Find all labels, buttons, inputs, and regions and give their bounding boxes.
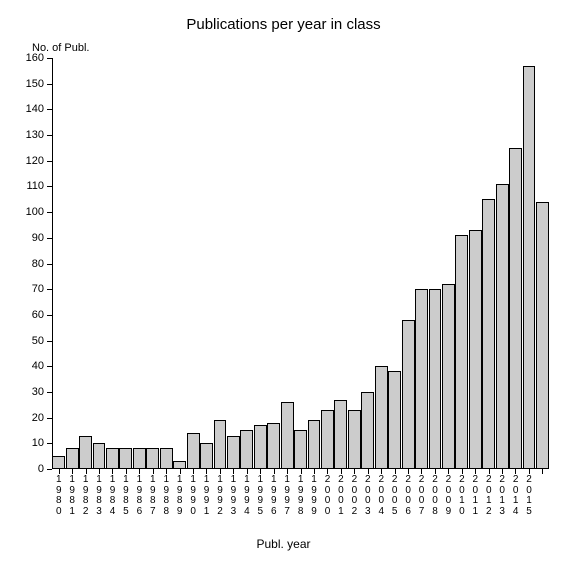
bar [281, 402, 294, 469]
chart-container: Publications per year in class No. of Pu… [0, 0, 567, 567]
bar [173, 461, 186, 469]
x-labels-group: 1980198119821983198419851986198719881989… [52, 475, 549, 519]
x-tick-label: 1988 [160, 475, 173, 519]
y-tick-label: 40 [32, 360, 44, 372]
bar [388, 371, 401, 469]
y-tick-label: 120 [26, 155, 44, 167]
y-tick [47, 469, 52, 470]
x-tick-label: 2014 [509, 475, 522, 519]
x-tick-label: 2012 [482, 475, 495, 519]
x-tick-label: 2015 [522, 475, 535, 519]
x-tick-label: 1993 [227, 475, 240, 519]
x-tick-label: 2004 [375, 475, 388, 519]
bar [509, 148, 522, 469]
bar [294, 430, 307, 469]
x-tick-label: 1999 [307, 475, 320, 519]
bar [106, 448, 119, 469]
bar [348, 410, 361, 469]
bar [187, 433, 200, 469]
bar [267, 423, 280, 469]
x-tick-label: 1989 [173, 475, 186, 519]
bar [442, 284, 455, 469]
x-tick-label: 1990 [186, 475, 199, 519]
x-tick-label: 2013 [495, 475, 508, 519]
bar [214, 420, 227, 469]
bar [469, 230, 482, 469]
bar [455, 235, 468, 469]
y-tick-label: 50 [32, 335, 44, 347]
y-tick-label: 80 [32, 258, 44, 270]
bar [334, 400, 347, 469]
x-tick-label: 1980 [52, 475, 65, 519]
x-tick-label: 1987 [146, 475, 159, 519]
x-tick-label: 2000 [321, 475, 334, 519]
x-tick-label: 1985 [119, 475, 132, 519]
bar [254, 425, 267, 469]
x-tick-label: 1995 [254, 475, 267, 519]
y-tick-label: 90 [32, 232, 44, 244]
x-tick-label: 1982 [79, 475, 92, 519]
y-tick-label: 60 [32, 309, 44, 321]
x-tick-label: 1983 [92, 475, 105, 519]
bar [133, 448, 146, 469]
bar [496, 184, 509, 469]
y-tick-label: 130 [26, 129, 44, 141]
x-axis-label: Publ. year [0, 537, 567, 551]
x-tick-label: 2009 [442, 475, 455, 519]
y-tick-label: 160 [26, 52, 44, 64]
y-tick-label: 30 [32, 386, 44, 398]
x-tick-label: 1986 [133, 475, 146, 519]
x-tick-label: 1984 [106, 475, 119, 519]
bar [93, 443, 106, 469]
bar [361, 392, 374, 469]
bar [160, 448, 173, 469]
x-tick-label: 2006 [401, 475, 414, 519]
bar [415, 289, 428, 469]
x-tick-label: 2008 [428, 475, 441, 519]
bar [375, 366, 388, 469]
x-tick-label: 1996 [267, 475, 280, 519]
x-tick-label: 2011 [469, 475, 482, 519]
x-tick-label [536, 475, 549, 519]
x-tick-label: 2001 [334, 475, 347, 519]
plot-area: 0102030405060708090100110120130140150160 [52, 58, 549, 469]
y-tick-label: 70 [32, 283, 44, 295]
x-tick-label: 2007 [415, 475, 428, 519]
y-tick-label: 110 [26, 180, 44, 192]
bar [523, 66, 536, 469]
bar [119, 448, 132, 469]
bar [66, 448, 79, 469]
x-tick-label: 1992 [213, 475, 226, 519]
x-tick-label: 1981 [65, 475, 78, 519]
bar [227, 436, 240, 469]
bar [52, 456, 65, 469]
y-tick-label: 10 [32, 437, 44, 449]
y-tick-label: 0 [38, 463, 44, 475]
bar [429, 289, 442, 469]
bar [200, 443, 213, 469]
x-tick-label: 1998 [294, 475, 307, 519]
x-tick-label: 1991 [200, 475, 213, 519]
x-tick-label: 2002 [348, 475, 361, 519]
chart-title: Publications per year in class [0, 16, 567, 33]
bars-group [52, 58, 549, 469]
bar [240, 430, 253, 469]
x-tick-label: 2010 [455, 475, 468, 519]
x-tick-label: 2005 [388, 475, 401, 519]
x-tick [542, 469, 543, 474]
x-tick-label: 2003 [361, 475, 374, 519]
bar [482, 199, 495, 469]
y-tick-label: 150 [26, 78, 44, 90]
bar [321, 410, 334, 469]
x-tick-label: 1994 [240, 475, 253, 519]
x-tick-label: 1997 [280, 475, 293, 519]
y-tick-label: 100 [26, 206, 44, 218]
bar [402, 320, 415, 469]
bar [79, 436, 92, 469]
bar [536, 202, 549, 469]
bar [146, 448, 159, 469]
y-tick-label: 140 [26, 103, 44, 115]
y-tick-label: 20 [32, 412, 44, 424]
bar [308, 420, 321, 469]
